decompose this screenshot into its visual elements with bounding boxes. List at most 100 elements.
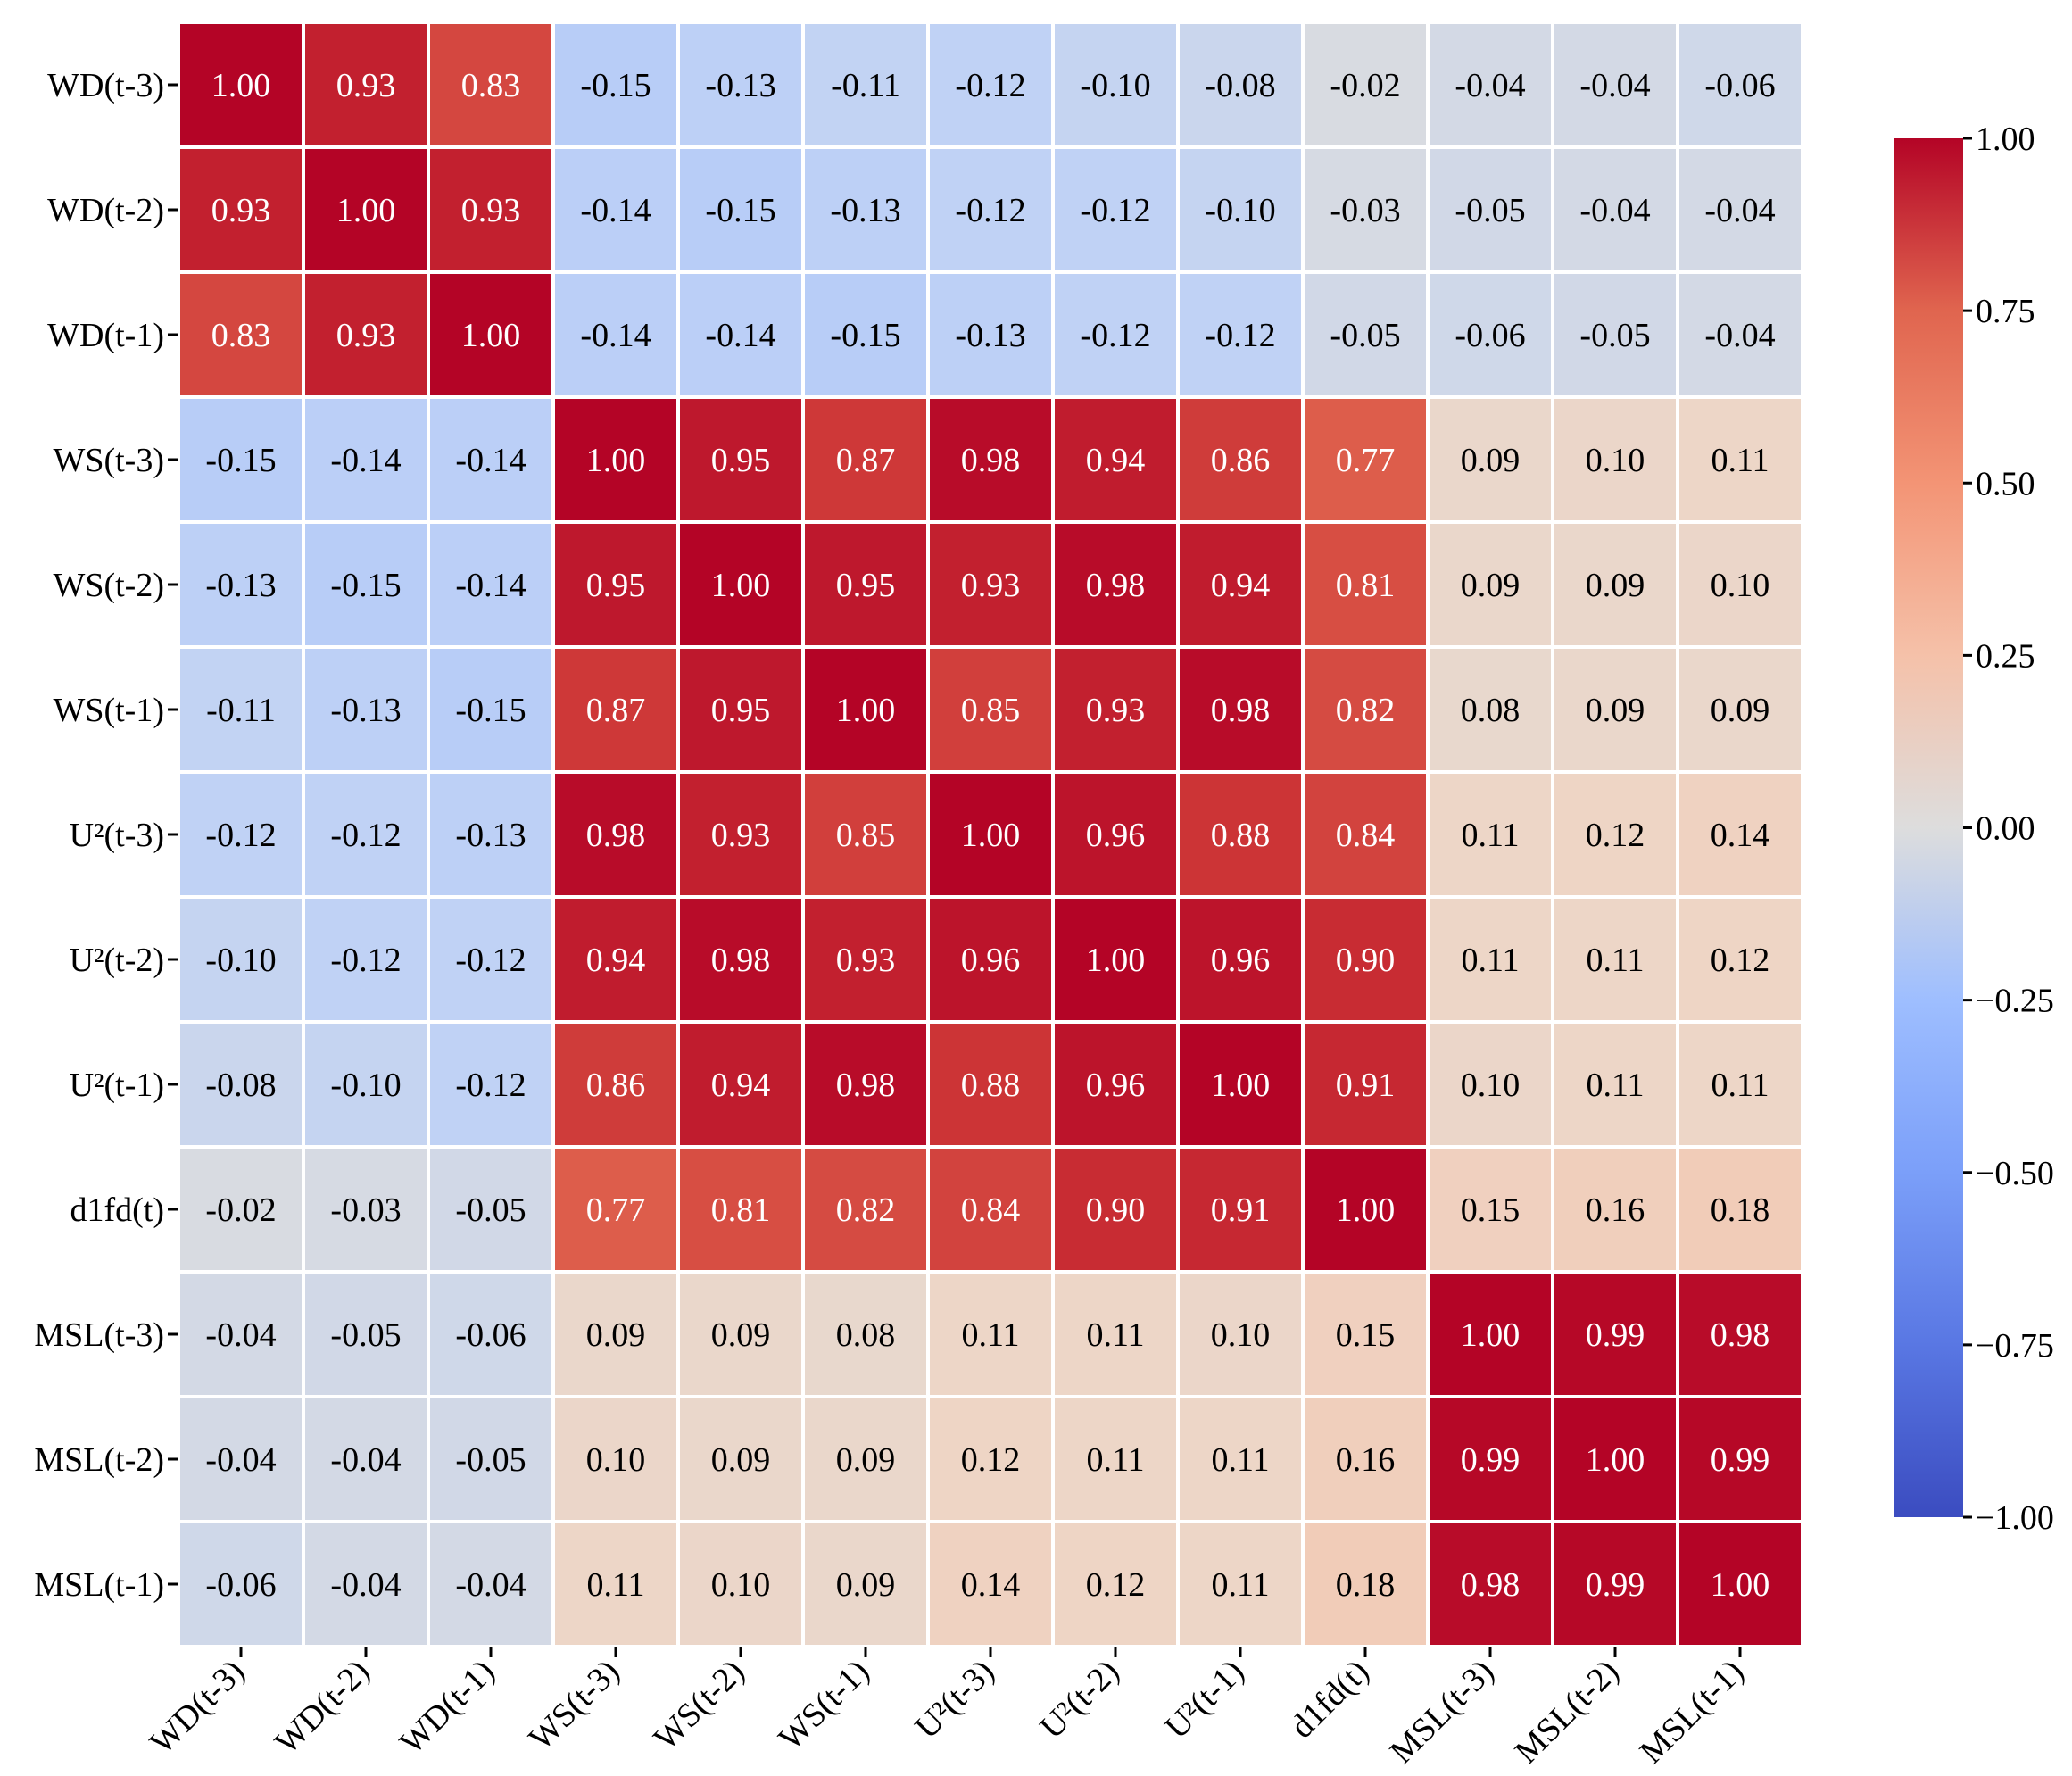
- cell-value-label: 0.11: [1461, 817, 1519, 854]
- cell-value-label: 0.09: [711, 1441, 771, 1479]
- heatmap-cell: [801, 770, 930, 899]
- heatmap-cell: [801, 1395, 930, 1523]
- heatmap-cell: [427, 270, 555, 399]
- cell-value-label: 0.93: [336, 67, 396, 104]
- heatmap-cell: [1051, 145, 1180, 274]
- heatmap-cell: [676, 1395, 805, 1523]
- heatmap-cell: [801, 395, 930, 524]
- cell-value-label: -0.12: [330, 942, 401, 979]
- cell-value-label: -0.12: [1205, 317, 1275, 354]
- colorbar-tick-label: −0.50: [1976, 1155, 2054, 1192]
- cell-value-label: 0.11: [1086, 1441, 1144, 1479]
- cell-value-label: -0.04: [1704, 317, 1775, 354]
- y-tick-label: WD(t-3): [47, 67, 164, 104]
- heatmap-cell: [676, 1520, 805, 1648]
- x-tick-label: U²(t-1): [1157, 1653, 1251, 1747]
- heatmap-cell: [1551, 895, 1679, 1024]
- x-tick-label: WD(t-1): [393, 1653, 501, 1762]
- heatmap-cell: [1176, 145, 1305, 274]
- cell-value-label: -0.12: [955, 192, 1025, 229]
- cell-value-label: 0.11: [961, 1316, 1019, 1354]
- cell-value-label: 0.11: [586, 1566, 644, 1604]
- cell-value-label: -0.06: [1455, 317, 1525, 354]
- colorbar-tick-label: −0.75: [1976, 1327, 2054, 1365]
- heatmap-cell: [551, 1395, 680, 1523]
- cell-value-label: 0.98: [1211, 692, 1271, 729]
- cell-value-label: -0.15: [205, 442, 276, 479]
- heatmap-cell: [302, 645, 430, 774]
- cell-value-label: 0.85: [961, 692, 1021, 729]
- x-tick-label: U²(t-3): [908, 1653, 1001, 1747]
- heatmap-cell: [551, 770, 680, 899]
- x-tick-label: WD(t-3): [143, 1653, 252, 1762]
- cell-value-label: 0.11: [1211, 1441, 1269, 1479]
- heatmap-cell: [427, 770, 555, 899]
- cell-value-label: 0.99: [1711, 1441, 1770, 1479]
- cell-value-label: -0.04: [1704, 192, 1775, 229]
- heatmap-cell: [676, 645, 805, 774]
- y-tick-label: WD(t-1): [47, 317, 164, 354]
- heatmap-cell: [1551, 1145, 1679, 1274]
- cell-value-label: -0.04: [205, 1316, 276, 1354]
- cell-value-label: 0.95: [711, 692, 771, 729]
- cell-value-label: 0.83: [461, 67, 521, 104]
- heatmap-cell: [1301, 1145, 1430, 1274]
- cell-value-label: 1.00: [961, 817, 1021, 854]
- cell-value-label: 0.95: [836, 567, 896, 604]
- heatmap-cell: [302, 21, 430, 149]
- cell-value-label: -0.02: [205, 1191, 276, 1229]
- cell-value-label: -0.12: [1080, 317, 1150, 354]
- heatmap-cell: [551, 645, 680, 774]
- cell-value-label: -0.13: [705, 67, 775, 104]
- y-tick-label: WS(t-3): [53, 442, 164, 479]
- heatmap-cell: [427, 145, 555, 274]
- heatmap-cell: [1301, 270, 1430, 399]
- cell-value-label: 0.09: [711, 1316, 771, 1354]
- cell-value-label: 0.10: [586, 1441, 646, 1479]
- cell-value-label: 0.09: [1461, 567, 1521, 604]
- cell-value-label: -0.04: [330, 1441, 401, 1479]
- cell-value-label: -0.12: [1080, 192, 1150, 229]
- cell-value-label: 0.82: [1336, 692, 1396, 729]
- cell-value-label: -0.13: [955, 317, 1025, 354]
- y-tick-label: U²(t-2): [70, 942, 164, 979]
- cell-value-label: -0.08: [205, 1066, 276, 1104]
- cell-value-label: 0.88: [961, 1066, 1021, 1104]
- cell-value-label: 0.96: [1086, 817, 1146, 854]
- cell-value-label: -0.11: [206, 692, 276, 729]
- cell-value-label: 0.91: [1336, 1066, 1396, 1104]
- heatmap-cell: [1426, 770, 1554, 899]
- cell-value-label: 0.08: [836, 1316, 896, 1354]
- cell-value-label: 0.93: [961, 567, 1021, 604]
- cell-value-label: 0.95: [711, 442, 771, 479]
- heatmap-cell: [926, 895, 1055, 1024]
- heatmap-cell: [177, 770, 305, 899]
- heatmap-cell: [1676, 895, 1804, 1024]
- cell-value-label: -0.05: [455, 1191, 526, 1229]
- cell-value-label: 0.98: [836, 1066, 896, 1104]
- cell-value-label: -0.05: [330, 1316, 401, 1354]
- cell-value-label: 0.83: [211, 317, 271, 354]
- cell-value-label: -0.12: [955, 67, 1025, 104]
- heatmap-cell: [551, 145, 680, 274]
- heatmap-cell: [1676, 1395, 1804, 1523]
- cell-value-label: 0.18: [1711, 1191, 1770, 1229]
- y-tick-label: U²(t-3): [70, 817, 164, 854]
- cell-value-label: 0.09: [1711, 692, 1770, 729]
- cell-value-label: 0.16: [1586, 1191, 1645, 1229]
- heatmap-cell: [1676, 1270, 1804, 1398]
- heatmap-cell: [926, 395, 1055, 524]
- heatmap-cell: [1051, 1395, 1180, 1523]
- heatmap-cell: [676, 1145, 805, 1274]
- y-tick-label: d1fd(t): [70, 1191, 164, 1229]
- cell-value-label: 0.09: [1461, 442, 1521, 479]
- heatmap-cell: [177, 1270, 305, 1398]
- colorbar: 1.00 0.75 0.50 0.25 0.00 −0.25 −0.50 −0.75 −1.00: [1894, 120, 2054, 1537]
- heatmap-cell: [676, 895, 805, 1024]
- heatmap-cell: [1051, 645, 1180, 774]
- cell-value-label: 0.84: [1336, 817, 1396, 854]
- heatmap-cell: [1051, 395, 1180, 524]
- cell-value-label: 1.00: [836, 692, 896, 729]
- cell-value-label: 0.09: [836, 1566, 896, 1604]
- cell-value-label: 0.98: [586, 817, 646, 854]
